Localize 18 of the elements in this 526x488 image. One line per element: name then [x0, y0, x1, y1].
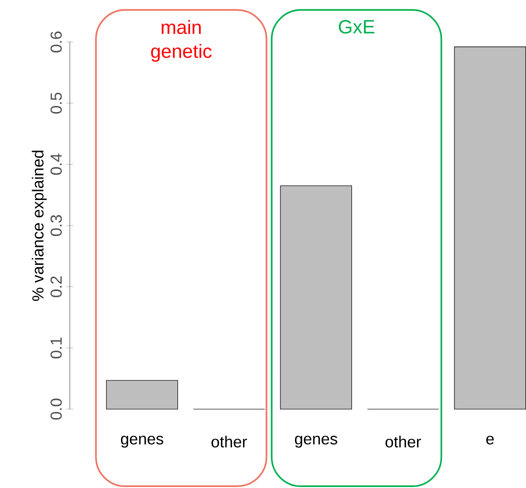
bar — [106, 380, 178, 410]
y-tick-label: 0.4 — [50, 154, 62, 175]
x-tick-label: e — [486, 436, 494, 445]
x-tick-label: other — [212, 436, 247, 448]
bar — [454, 46, 526, 410]
bar — [280, 186, 352, 410]
y-tick-label: 0.5 — [50, 92, 62, 114]
x-tick-label: other — [386, 436, 421, 448]
text: GxE — [338, 20, 374, 34]
y-tick-label: 0.0 — [50, 398, 62, 420]
y-tick-label: 0.6 — [50, 32, 62, 52]
x-tick-label: genes — [294, 436, 338, 448]
y-tick-label: 0.1 — [50, 338, 62, 358]
y-tick-label: 0.3 — [50, 215, 62, 236]
y-axis-title: % variance explained — [32, 150, 47, 301]
annotation: main genetic — [151, 20, 212, 62]
y-tick-label: 0.2 — [50, 276, 62, 298]
x-tick-label: genes — [120, 436, 164, 448]
